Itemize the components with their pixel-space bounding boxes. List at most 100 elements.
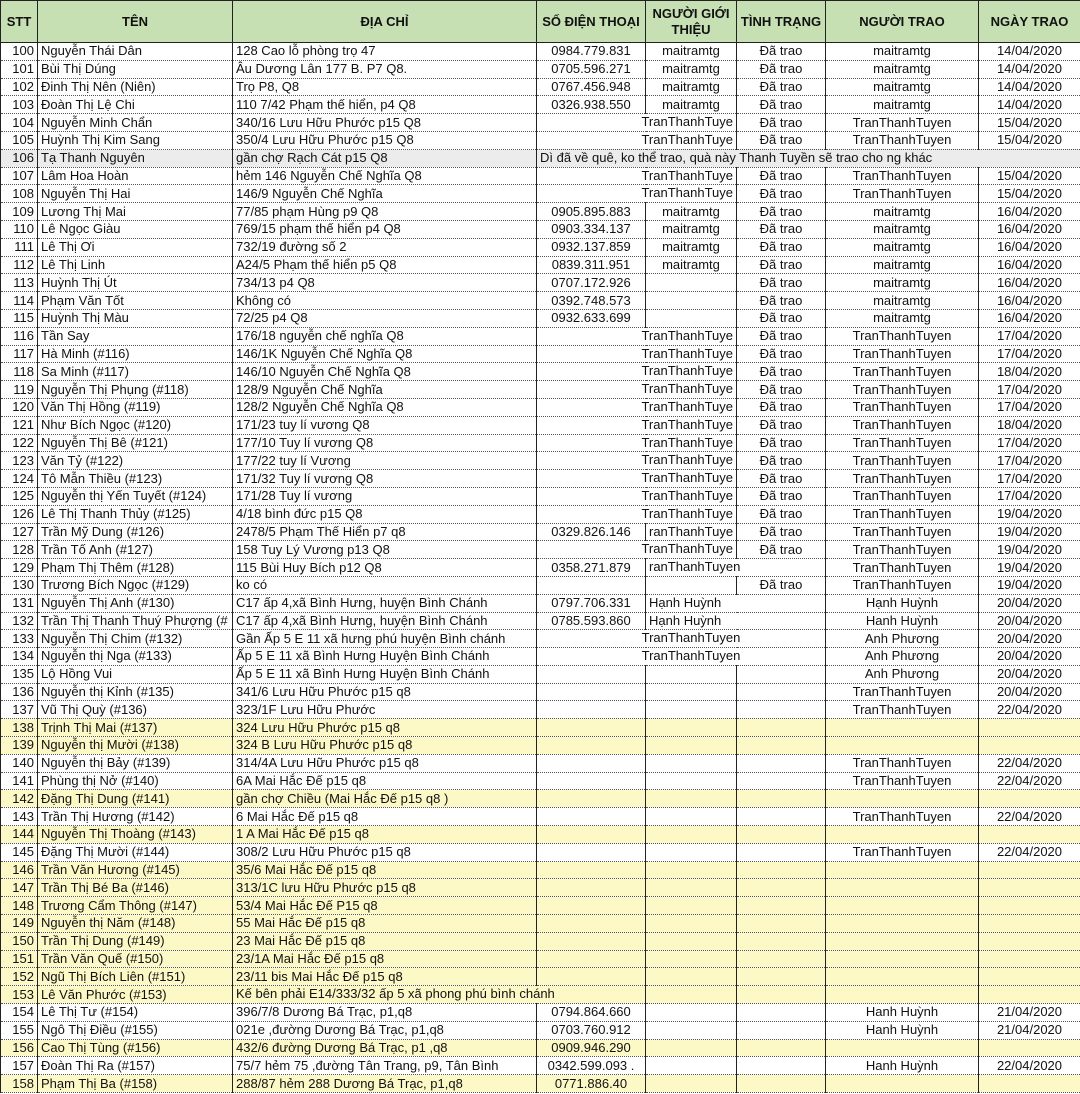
cell-name[interactable]: Phạm Thị Ba (#158)	[37, 1074, 233, 1094]
cell-name[interactable]: Trần Thị Bé Ba (#146)	[37, 878, 233, 898]
cell-status[interactable]: Đã trao	[736, 184, 826, 204]
cell-address[interactable]: gần chợ Rạch Cát p15 Q8	[232, 149, 537, 168]
cell-stt[interactable]: 107	[0, 167, 38, 186]
cell-name[interactable]: Huỳnh Thị Út	[37, 273, 233, 293]
cell-stt[interactable]: 156	[0, 1039, 38, 1058]
cell-stt[interactable]: 121	[0, 416, 38, 435]
cell-referrer[interactable]: maitramtg	[645, 95, 737, 115]
cell-stt[interactable]: 119	[0, 380, 38, 399]
cell-date[interactable]	[978, 950, 1080, 969]
cell-referrer[interactable]: maitramtg	[645, 238, 737, 257]
cell-phone[interactable]: 0358.271.879	[536, 558, 646, 577]
cell-status[interactable]: Đã trao	[736, 505, 826, 524]
cell-status[interactable]: Đã trao	[736, 523, 826, 542]
cell-note[interactable]: Dì đã về quê, ko thể trao, quà này Thanh…	[536, 149, 1080, 168]
cell-referrer[interactable]	[645, 932, 737, 951]
cell-referrer[interactable]	[645, 772, 737, 791]
cell-stt[interactable]: 115	[0, 309, 38, 328]
cell-referrer[interactable]: maitramtg	[645, 220, 737, 239]
cell-name[interactable]: Sa Minh (#117)	[37, 362, 233, 382]
cell-name[interactable]: Đặng Thị Mười (#144)	[37, 843, 233, 862]
cell-phone[interactable]	[536, 878, 646, 898]
cell-name[interactable]: Lê Ngọc Giàu	[37, 220, 233, 239]
cell-address[interactable]: 146/1K Nguyễn Chế Nghĩa Q8	[232, 345, 537, 364]
cell-address[interactable]: 177/10 Tuy lí vương Q8	[232, 434, 537, 453]
cell-date[interactable]: 20/04/2020	[978, 594, 1080, 613]
cell-address[interactable]: 323/1F Lưu Hữu Phước	[232, 700, 537, 720]
cell-phone[interactable]: 0839.311.951	[536, 256, 646, 275]
cell-giver[interactable]: maitramtg	[825, 220, 979, 239]
cell-status[interactable]: Đã trao	[736, 540, 826, 560]
cell-phone[interactable]	[536, 469, 646, 488]
cell-status[interactable]	[736, 647, 826, 666]
cell-giver[interactable]: TranThanhTuyen	[825, 113, 979, 132]
cell-address[interactable]: C17 ấp 4,xã Bình Hưng, huyện Bình Chánh	[232, 594, 537, 613]
cell-date[interactable]	[978, 861, 1080, 880]
cell-giver[interactable]: maitramtg	[825, 95, 979, 115]
cell-name[interactable]: Nguyễn thị Mười (#138)	[37, 736, 233, 755]
cell-address[interactable]: 6 Mai Hắc Đế p15 q8	[232, 807, 537, 827]
cell-address[interactable]: 146/9 Nguyễn Chế Nghĩa	[232, 184, 537, 204]
cell-address[interactable]: 324 B Lưu Hữu Phước p15 q8	[232, 736, 537, 755]
cell-referrer[interactable]: TranThanhTuye	[641, 327, 737, 346]
cell-phone[interactable]	[536, 131, 646, 150]
cell-giver[interactable]	[825, 932, 979, 951]
cell-date[interactable]: 15/04/2020	[978, 131, 1080, 150]
cell-date[interactable]: 19/04/2020	[978, 576, 1080, 595]
cell-referrer[interactable]: maitramtg	[645, 60, 737, 79]
cell-name[interactable]: Lê Thị Ơi	[37, 238, 233, 257]
cell-stt[interactable]: 155	[0, 1021, 38, 1040]
cell-date[interactable]: 21/04/2020	[978, 1003, 1080, 1022]
cell-giver[interactable]: Hạnh Huỳnh	[825, 594, 979, 613]
cell-giver[interactable]: Hanh Huỳnh	[825, 612, 979, 631]
cell-giver[interactable]	[825, 789, 979, 809]
cell-address[interactable]: 171/32 Tuy lí vương Q8	[232, 469, 537, 488]
cell-referrer[interactable]: maitramtg	[645, 256, 737, 275]
cell-giver[interactable]	[825, 896, 979, 916]
cell-stt[interactable]: 136	[0, 683, 38, 702]
cell-stt[interactable]: 153	[0, 985, 38, 1005]
cell-name[interactable]: Trương Cẩm Thông (#147)	[37, 896, 233, 916]
cell-name[interactable]: Lê Thị Tư (#154)	[37, 1003, 233, 1022]
cell-giver[interactable]: TranThanhTuyen	[825, 469, 979, 488]
cell-status[interactable]: Đã trao	[736, 256, 826, 275]
cell-phone[interactable]	[536, 416, 646, 435]
cell-stt[interactable]: 151	[0, 950, 38, 969]
cell-date[interactable]: 19/04/2020	[978, 540, 1080, 560]
cell-stt[interactable]: 150	[0, 932, 38, 951]
cell-status[interactable]	[736, 807, 826, 827]
cell-phone[interactable]	[536, 540, 646, 560]
cell-referrer[interactable]: TranThanhTuye	[641, 505, 737, 524]
cell-status[interactable]: Đã trao	[736, 345, 826, 364]
cell-stt[interactable]: 108	[0, 184, 38, 204]
cell-stt[interactable]: 128	[0, 540, 38, 560]
cell-date[interactable]: 14/04/2020	[978, 60, 1080, 79]
cell-referrer[interactable]: TranThanhTuye	[641, 434, 737, 453]
cell-phone[interactable]: 0707.172.926	[536, 273, 646, 293]
cell-phone[interactable]	[536, 772, 646, 791]
cell-referrer[interactable]	[645, 1056, 737, 1076]
cell-address[interactable]: Không có	[232, 291, 537, 310]
cell-name[interactable]: Hà Minh (#116)	[37, 345, 233, 364]
cell-date[interactable]: 20/04/2020	[978, 612, 1080, 631]
cell-name[interactable]: Nguyễn Thị Chim (#132)	[37, 629, 233, 649]
cell-name[interactable]: Lê Thị Thanh Thủy (#125)	[37, 505, 233, 524]
cell-date[interactable]: 16/04/2020	[978, 256, 1080, 275]
cell-name[interactable]: Ngô Thị Điều (#155)	[37, 1021, 233, 1040]
cell-stt[interactable]: 139	[0, 736, 38, 755]
cell-date[interactable]: 22/04/2020	[978, 843, 1080, 862]
cell-stt[interactable]: 118	[0, 362, 38, 382]
cell-name[interactable]: Lê Văn Phước (#153)	[37, 985, 233, 1005]
cell-address[interactable]: Ấp 5 E 11 xã Bình Hưng Huyện Bình Chánh	[232, 665, 537, 684]
header-referrer[interactable]: NGƯỜI GIỚI THIỆU	[645, 0, 737, 43]
cell-stt[interactable]: 117	[0, 345, 38, 364]
cell-date[interactable]: 17/04/2020	[978, 469, 1080, 488]
cell-phone[interactable]: 0797.706.331	[536, 594, 646, 613]
cell-referrer[interactable]	[645, 789, 737, 809]
cell-status[interactable]: Đã trao	[736, 78, 826, 97]
cell-phone[interactable]	[536, 950, 646, 969]
cell-giver[interactable]: Hanh Huỳnh	[825, 1021, 979, 1040]
cell-address[interactable]: 23 Mai Hắc Đế p15 q8	[232, 932, 537, 951]
cell-stt[interactable]: 120	[0, 398, 38, 417]
cell-stt[interactable]: 114	[0, 291, 38, 310]
